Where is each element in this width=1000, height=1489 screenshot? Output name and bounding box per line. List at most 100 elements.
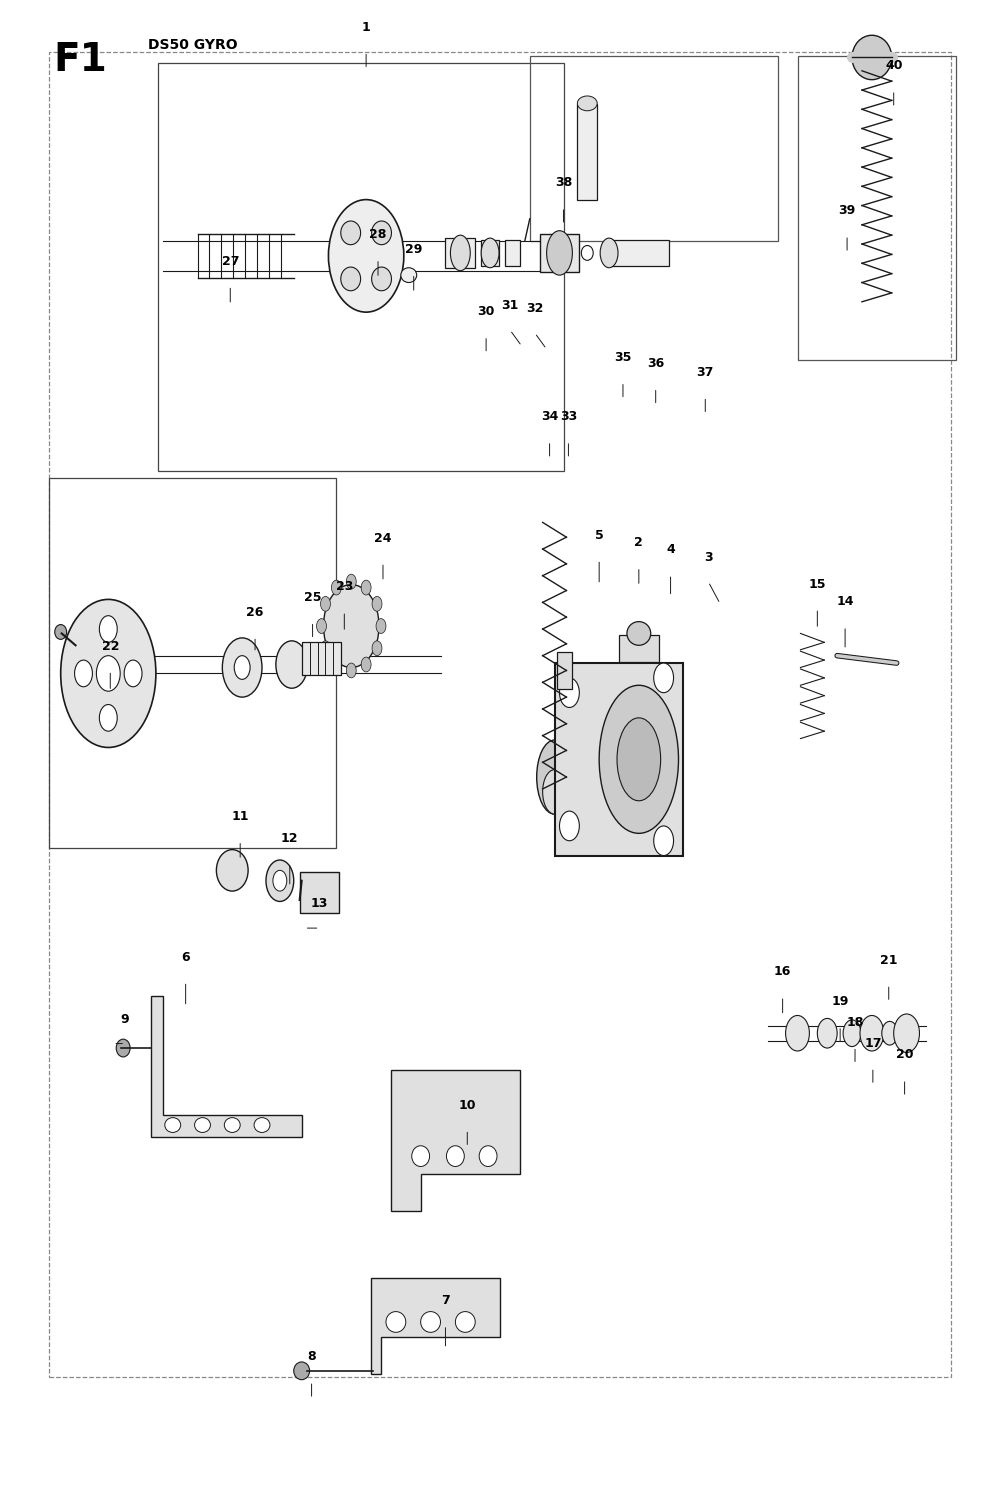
Text: 22: 22 xyxy=(102,640,119,652)
Ellipse shape xyxy=(421,1312,441,1333)
Ellipse shape xyxy=(372,267,391,290)
Bar xyxy=(619,634,659,661)
Ellipse shape xyxy=(323,585,379,667)
Ellipse shape xyxy=(216,850,248,890)
Ellipse shape xyxy=(266,861,294,901)
Ellipse shape xyxy=(600,238,618,268)
Text: 7: 7 xyxy=(441,1294,450,1307)
Ellipse shape xyxy=(321,640,330,655)
Text: 3: 3 xyxy=(704,551,713,564)
Text: 32: 32 xyxy=(526,302,543,316)
Text: 24: 24 xyxy=(374,532,392,545)
Bar xyxy=(300,873,339,913)
Text: 30: 30 xyxy=(477,305,495,319)
Ellipse shape xyxy=(195,1118,210,1133)
Ellipse shape xyxy=(372,220,391,244)
Ellipse shape xyxy=(55,624,67,639)
Text: 10: 10 xyxy=(459,1099,476,1112)
Ellipse shape xyxy=(234,655,250,679)
Ellipse shape xyxy=(124,660,142,686)
Text: 39: 39 xyxy=(838,204,856,217)
Ellipse shape xyxy=(843,1020,861,1047)
Ellipse shape xyxy=(860,1015,884,1051)
Ellipse shape xyxy=(537,740,572,814)
Text: 23: 23 xyxy=(336,581,353,594)
Text: 21: 21 xyxy=(880,953,897,966)
Ellipse shape xyxy=(372,640,382,655)
Text: 36: 36 xyxy=(647,357,664,369)
Text: F1: F1 xyxy=(54,42,108,79)
Text: 11: 11 xyxy=(231,810,249,823)
Ellipse shape xyxy=(116,1039,130,1057)
Ellipse shape xyxy=(894,1014,919,1053)
Ellipse shape xyxy=(882,1021,898,1045)
Ellipse shape xyxy=(224,1118,240,1133)
Ellipse shape xyxy=(560,677,579,707)
Text: 5: 5 xyxy=(595,529,604,542)
Bar xyxy=(557,652,572,689)
Ellipse shape xyxy=(254,1118,270,1133)
Ellipse shape xyxy=(346,663,356,677)
Text: 31: 31 xyxy=(501,299,519,313)
Ellipse shape xyxy=(446,1145,464,1166)
Ellipse shape xyxy=(786,1015,809,1051)
Text: 6: 6 xyxy=(181,950,190,963)
Text: 8: 8 xyxy=(307,1351,316,1364)
Ellipse shape xyxy=(654,826,674,856)
Bar xyxy=(158,64,564,471)
Bar xyxy=(609,240,669,267)
Ellipse shape xyxy=(165,1118,181,1133)
Ellipse shape xyxy=(852,36,892,80)
Ellipse shape xyxy=(222,637,262,697)
Ellipse shape xyxy=(627,621,651,645)
Text: 28: 28 xyxy=(369,228,387,241)
Ellipse shape xyxy=(817,1018,837,1048)
Text: 17: 17 xyxy=(864,1036,882,1050)
Ellipse shape xyxy=(317,618,326,633)
Bar xyxy=(505,240,520,267)
Ellipse shape xyxy=(341,220,361,244)
Ellipse shape xyxy=(386,1312,406,1333)
Text: 26: 26 xyxy=(246,606,264,618)
Text: 27: 27 xyxy=(222,255,239,268)
Ellipse shape xyxy=(560,812,579,841)
Text: 9: 9 xyxy=(121,1013,129,1026)
Ellipse shape xyxy=(547,231,572,275)
Text: 20: 20 xyxy=(896,1048,913,1062)
Ellipse shape xyxy=(577,95,597,110)
Bar xyxy=(577,104,597,201)
Ellipse shape xyxy=(331,581,341,596)
Ellipse shape xyxy=(294,1362,310,1380)
Ellipse shape xyxy=(361,581,371,596)
Ellipse shape xyxy=(455,1312,475,1333)
Text: 19: 19 xyxy=(831,995,849,1008)
Text: 35: 35 xyxy=(614,351,632,363)
Ellipse shape xyxy=(276,640,308,688)
Polygon shape xyxy=(371,1278,500,1374)
Bar xyxy=(530,57,778,241)
Ellipse shape xyxy=(61,600,156,747)
Bar xyxy=(481,240,499,267)
Polygon shape xyxy=(151,996,302,1138)
Ellipse shape xyxy=(328,200,404,313)
Ellipse shape xyxy=(75,660,92,686)
Text: 38: 38 xyxy=(555,176,572,189)
Ellipse shape xyxy=(599,685,678,834)
Text: 33: 33 xyxy=(560,409,577,423)
Bar xyxy=(445,238,475,268)
Ellipse shape xyxy=(99,704,117,731)
Text: 13: 13 xyxy=(311,898,328,910)
Text: 12: 12 xyxy=(281,832,299,846)
Bar xyxy=(49,478,336,849)
Text: 37: 37 xyxy=(697,366,714,378)
Ellipse shape xyxy=(99,615,117,642)
Ellipse shape xyxy=(401,268,417,283)
Ellipse shape xyxy=(543,770,566,814)
Ellipse shape xyxy=(479,1145,497,1166)
Ellipse shape xyxy=(96,655,120,691)
Ellipse shape xyxy=(321,597,330,612)
Text: 1: 1 xyxy=(362,21,371,34)
Text: 18: 18 xyxy=(846,1015,864,1029)
Ellipse shape xyxy=(412,1145,430,1166)
Ellipse shape xyxy=(361,657,371,672)
